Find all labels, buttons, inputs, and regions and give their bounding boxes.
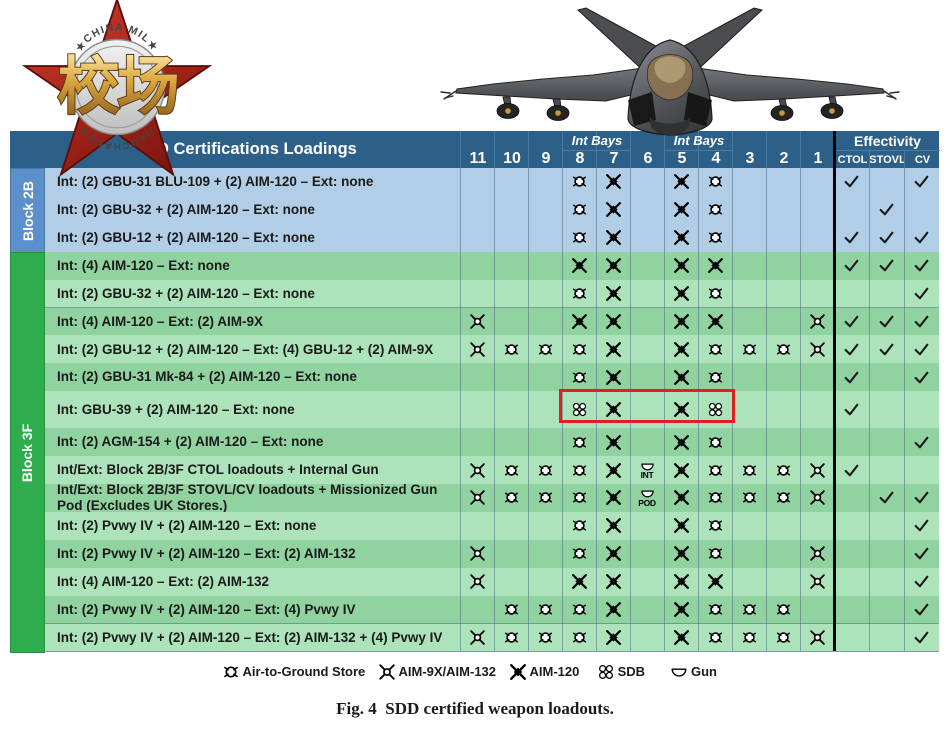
svg-text:校场: 校场 [57,52,177,122]
